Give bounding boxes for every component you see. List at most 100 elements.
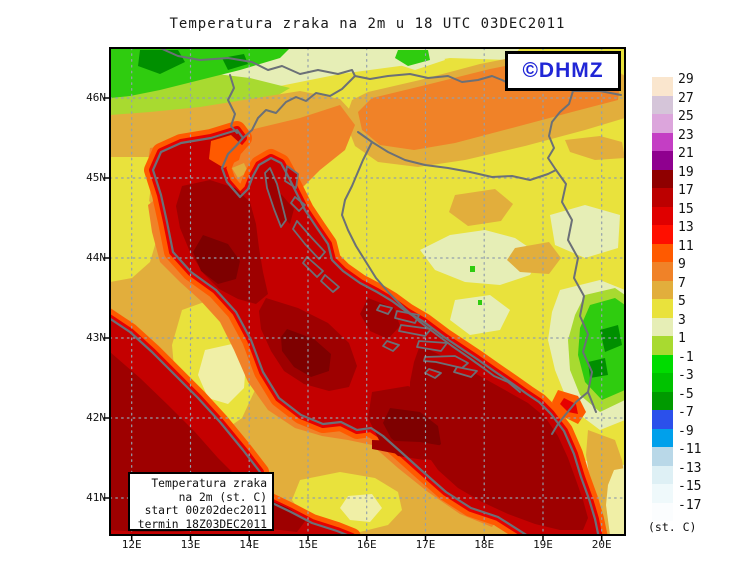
border-croatia-serbia (547, 90, 574, 171)
colorbar-entry: -15 (652, 480, 722, 503)
colorbar-swatch (652, 132, 673, 151)
colorbar-swatch (652, 317, 673, 336)
colorbar-entry: 27 (652, 92, 722, 114)
colorbar-swatch (652, 280, 673, 299)
lon-axis-label: 13E (180, 538, 201, 551)
colorbar-swatch (652, 206, 673, 225)
colorbar-swatch (652, 447, 673, 466)
colorbar-entry: -3 (652, 369, 722, 392)
colorbar-label: -17 (678, 497, 702, 513)
colorbar-swatch (652, 336, 673, 355)
colorbar-entry: 1 (652, 332, 722, 355)
colorbar-entry: 5 (652, 295, 722, 318)
border-italy-slovenia (227, 74, 238, 134)
orange-red-trieste (209, 135, 243, 168)
colorbar-swatch (652, 354, 673, 373)
lon-axis-label: 18E (474, 538, 495, 551)
darkest-red-north-core (193, 235, 240, 284)
colorbar-label: -9 (678, 423, 694, 439)
colorbar-entry: -17 (652, 499, 722, 521)
colorbar-unit: (st. C) (648, 520, 697, 534)
dark-green-spot-1 (138, 50, 185, 74)
colorbar-label: 27 (678, 90, 694, 106)
amber-bosnia-1 (449, 189, 513, 226)
colorbar-label: -5 (678, 386, 694, 402)
colorbar-swatch (652, 262, 673, 281)
pale-yellow-italy-core (198, 344, 246, 404)
colorbar-swatch (652, 299, 673, 318)
island-vis (382, 340, 400, 352)
forecast-info-line: start 00z02dec2011 (144, 504, 267, 517)
colorbar-label: 1 (678, 331, 686, 346)
lat-axis-label: 45N (86, 171, 106, 184)
colorbar-label: -1 (678, 349, 694, 365)
colorbar-entry: 3 (652, 314, 722, 336)
colorbar-label: 23 (678, 127, 694, 143)
pale-yellow-se-corner (606, 468, 625, 535)
island-solta (376, 304, 393, 315)
yellow-italy-left-edge (110, 175, 158, 282)
colorbar-label: -15 (678, 479, 702, 494)
forecast-info-line: na 2m (st. C) (178, 490, 267, 504)
pale-green-bosnia-1 (420, 230, 540, 285)
colorbar-label: 13 (678, 220, 694, 235)
border-bosnia-serbia-montenegro (555, 169, 597, 413)
colorbar-entry: -13 (652, 462, 722, 484)
lon-axis-label: 16E (356, 538, 377, 551)
dhmz-logo-text: ©DHMZ (522, 59, 604, 82)
colorbar-swatch (652, 169, 673, 188)
colorbar-entry: 23 (652, 129, 722, 151)
island-pag (292, 220, 326, 260)
red-konavle-core (560, 398, 578, 414)
colorbar-label: 19 (678, 164, 694, 180)
colorbar-entry: 29 (652, 73, 722, 96)
pale-green-central (450, 295, 510, 335)
lat-axis-label: 42N (86, 411, 106, 424)
colorbar-swatch (652, 95, 673, 114)
lat-axis-label: 46N (86, 91, 106, 104)
colorbar-label: 17 (678, 183, 694, 198)
island-lastovo (424, 368, 442, 379)
colorbar-entry: -1 (652, 351, 722, 373)
lon-axis-label: 19E (533, 538, 553, 551)
island-krk (284, 165, 299, 189)
island-cres (264, 167, 287, 228)
pale-yellow-italy-south-core (340, 494, 382, 522)
lon-axis-label: 17E (415, 538, 436, 551)
border-sava (357, 131, 557, 181)
colorbar-label: -7 (678, 405, 694, 420)
colorbar-swatch (652, 502, 673, 521)
colorbar-swatch (652, 243, 673, 262)
green-top-mid (395, 50, 430, 66)
colorbar-entry: 7 (652, 277, 722, 299)
colorbar-label: 21 (678, 146, 694, 161)
colorbar-entry: -11 (652, 443, 722, 466)
colorbar-label: -11 (678, 442, 702, 457)
colorbar-label: 3 (678, 312, 686, 328)
green-speck-2 (478, 300, 482, 305)
map-frame (109, 47, 626, 536)
colorbar-swatch (652, 151, 673, 170)
colorbar-entry: 9 (652, 258, 722, 281)
page-title: Temperatura zraka na 2m u 18 UTC 03DEC20… (169, 16, 566, 32)
lon-axis-label: 15E (298, 538, 318, 551)
colorbar-entry: 13 (652, 221, 722, 244)
colorbar-swatch (652, 77, 673, 96)
amber-istria-spot (232, 163, 248, 178)
colorbar-label: -13 (678, 460, 702, 476)
colorbar-swatch (652, 225, 673, 244)
lat-axis-label: 43N (86, 331, 106, 344)
island-hvar (398, 324, 432, 337)
border-alps-north (159, 48, 511, 85)
island-mljet (453, 366, 478, 378)
lat-axis-label: 44N (86, 251, 106, 264)
colorbar-swatch (652, 114, 673, 133)
border-montenegro-coast (551, 391, 589, 435)
colorbar-swatch (652, 410, 673, 429)
dark-green-spot-4 (588, 358, 608, 378)
colorbar-entry: 25 (652, 110, 722, 133)
colorbar-swatch (652, 391, 673, 410)
island-korcula (416, 340, 448, 352)
